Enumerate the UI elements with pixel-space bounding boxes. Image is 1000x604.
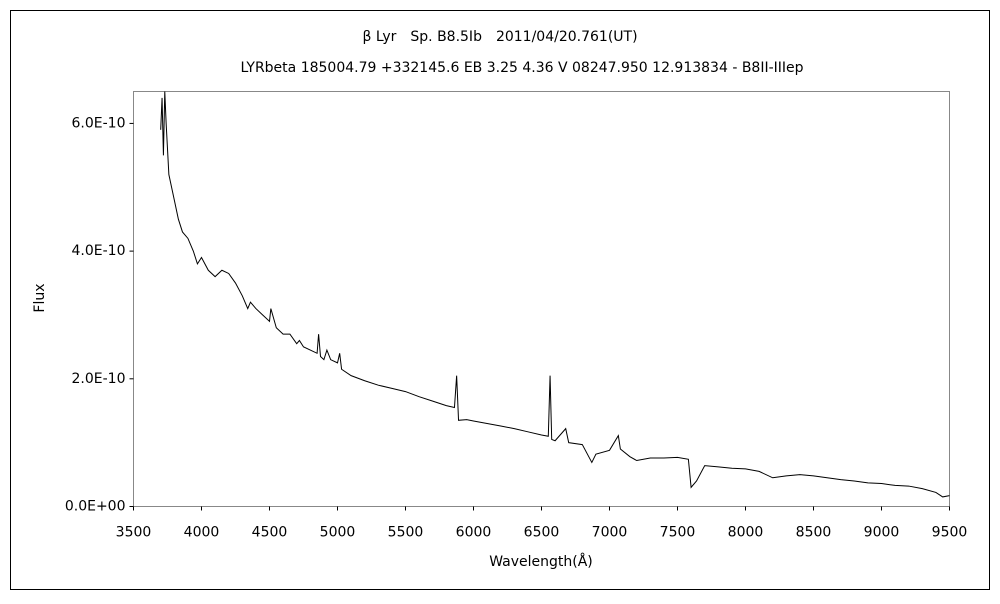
y-tick-label: 6.0E-10 [72,115,126,131]
x-tick-label: 5000 [320,525,356,541]
spectrum-line [160,91,950,498]
x-tick-label: 9000 [864,525,900,541]
x-axis-label: Wavelength(Å) [489,553,593,570]
x-tick-label: 6000 [456,525,492,541]
y-tick-label: 4.0E-10 [72,243,126,259]
outer-frame [10,10,990,590]
x-tick-label: 7000 [592,525,628,541]
x-tick-label: 3500 [116,525,152,541]
x-tick-label: 4000 [184,525,220,541]
chart-subtitle: LYRbeta 185004.79 +332145.6 EB 3.25 4.36… [240,60,803,76]
x-tick-label: 4500 [252,525,288,541]
y-tick-label: 2.0E-10 [72,371,126,387]
x-tick-label: 7500 [660,525,696,541]
x-tick-label: 8500 [796,525,832,541]
y-tick-label: 0.0E+00 [65,499,126,515]
y-axis-label: Flux [32,283,48,312]
x-tick-label: 6500 [524,525,560,541]
plot-frame [133,91,950,507]
x-tick-label: 5500 [388,525,424,541]
chart-title: β Lyr Sp. B8.5Ib 2011/04/20.761(UT) [362,29,637,45]
x-tick-label: 8000 [728,525,764,541]
x-tick-label: 9500 [932,525,968,541]
